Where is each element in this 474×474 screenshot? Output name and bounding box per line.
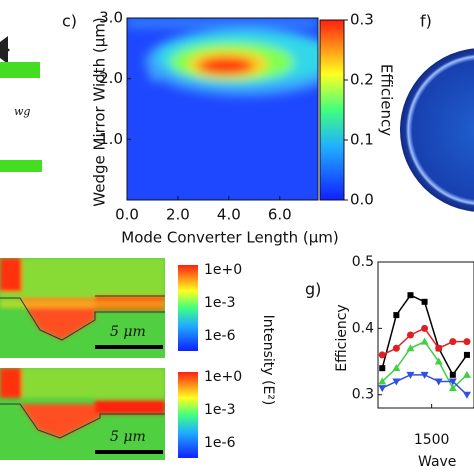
y-tick-label: 2.0 <box>99 69 123 87</box>
x-tick-label: 1500 <box>414 432 450 448</box>
heatmap <box>127 18 318 200</box>
marker <box>406 344 415 352</box>
y-axis-label: Wedge Mirror Width (μm) <box>91 17 109 206</box>
marker <box>378 351 386 359</box>
panel-label: g) <box>305 280 321 299</box>
marker <box>434 378 443 386</box>
colorbar-tick-label: 0.1 <box>350 131 374 149</box>
marker <box>392 378 401 386</box>
marker <box>448 378 457 386</box>
field-plot <box>0 258 165 358</box>
x-tick-label: 6.0 <box>268 206 292 224</box>
colorbar <box>319 19 345 201</box>
marker <box>392 344 400 352</box>
colorbar-tick-label: 1e+0 <box>204 369 242 385</box>
scale-bar-label: 5 μm <box>110 429 146 445</box>
marker <box>406 331 414 339</box>
colorbar-tick-label: 0.2 <box>350 71 374 89</box>
marker <box>420 337 429 345</box>
marker <box>462 370 471 378</box>
y-tick-label: 1.0 <box>99 130 123 148</box>
x-tick-label: 4.0 <box>217 206 241 224</box>
marker <box>393 312 400 319</box>
marker <box>378 385 387 393</box>
marker <box>449 371 456 378</box>
marker <box>378 377 387 385</box>
colorbar-tick-label: 1e-6 <box>204 328 236 344</box>
x-axis-label: Mode Converter Length (μm) <box>121 229 338 247</box>
disk <box>400 48 474 212</box>
x-tick-label: 2.0 <box>166 206 190 224</box>
marker <box>407 292 414 299</box>
marker <box>379 365 386 372</box>
panel-a: wg <box>0 36 42 172</box>
waveguide <box>0 160 42 172</box>
arrow <box>0 36 8 64</box>
marker <box>392 364 401 372</box>
x-axis-label: Wave <box>418 454 456 470</box>
colorbar <box>178 372 198 458</box>
marker <box>449 338 457 346</box>
colorbar <box>178 265 198 351</box>
y-tick-label: 0.5 <box>352 254 374 270</box>
panel-label: f) <box>420 12 432 31</box>
marker <box>448 384 457 392</box>
marker <box>462 391 471 399</box>
marker <box>463 351 470 358</box>
marker <box>406 371 415 379</box>
field-plot <box>0 368 165 460</box>
y-tick-label: 0.3 <box>352 387 374 403</box>
marker <box>421 324 429 332</box>
marker <box>463 338 471 346</box>
scale-bar-label: 5 μm <box>110 324 146 340</box>
colorbar-tick-label: 0.3 <box>350 11 374 29</box>
x-tick-label: 0.0 <box>115 206 139 224</box>
colorbar-tick-label: 1e-3 <box>204 295 235 311</box>
colorbar-tick-label: 0.0 <box>350 191 374 209</box>
series-line <box>381 294 468 377</box>
colorbar-label: Efficiency <box>378 64 396 136</box>
plot-area <box>378 292 471 399</box>
y-axis-label: Efficiency <box>334 304 350 371</box>
marker <box>421 298 428 305</box>
marker <box>435 344 443 352</box>
colorbar-tick-label: 1e+0 <box>204 262 242 278</box>
plot-frame <box>126 17 319 201</box>
colorbar-label: Intensity (E²) <box>260 315 276 406</box>
colorbar-tick-label: 1e-6 <box>204 435 236 451</box>
waveguide <box>0 62 40 78</box>
plot-frame <box>377 261 474 409</box>
y-tick-label: 3.0 <box>99 9 123 27</box>
subscript: wg <box>14 105 30 118</box>
y-tick-label: 0.4 <box>352 320 374 336</box>
colorbar-tick-label: 1e-3 <box>204 402 235 418</box>
panel-label: c) <box>62 12 77 31</box>
marker <box>420 371 429 379</box>
marker <box>434 357 443 365</box>
